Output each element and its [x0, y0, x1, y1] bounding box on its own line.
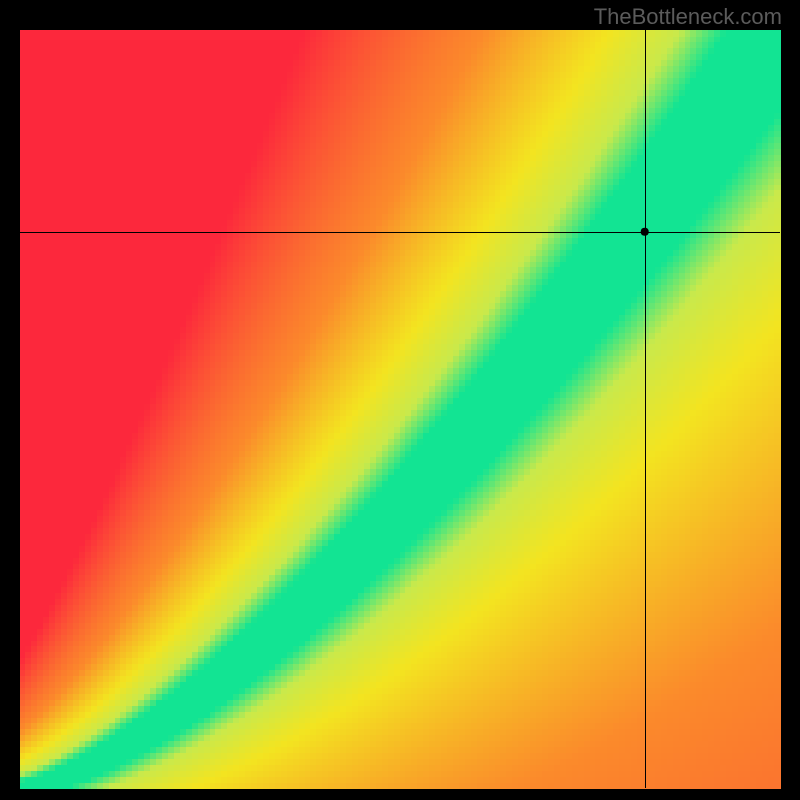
watermark-text: TheBottleneck.com [594, 4, 782, 30]
bottleneck-heatmap [0, 0, 800, 800]
